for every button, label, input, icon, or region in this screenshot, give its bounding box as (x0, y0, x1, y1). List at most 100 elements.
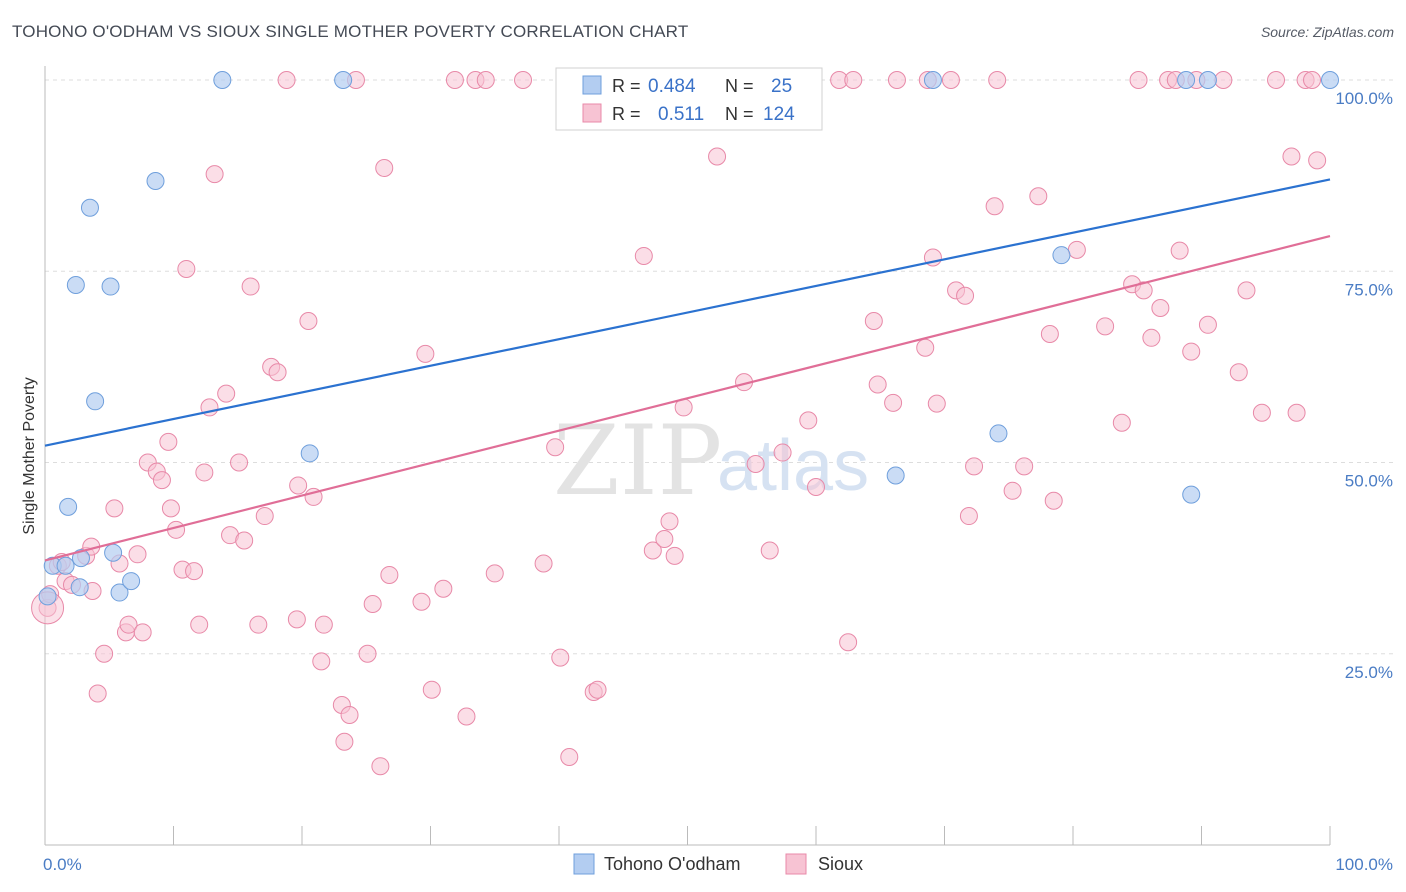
sioux-point (476, 71, 495, 89)
sioux-point (152, 471, 171, 490)
sioux-point (927, 394, 946, 413)
x-tick-label: 0.0% (43, 855, 82, 874)
sioux-point (941, 71, 960, 89)
sioux-point (195, 463, 214, 482)
sioux-point (660, 512, 679, 531)
tohono-point (56, 556, 75, 575)
trend-lines (44, 178, 1331, 562)
sioux-point (312, 652, 331, 671)
sioux-point (119, 615, 138, 634)
sioux-point (485, 564, 504, 583)
sioux-point (1129, 71, 1148, 89)
sioux-point (959, 507, 978, 526)
y-tick-labels: 25.0% 50.0% 75.0% 100.0% (1335, 89, 1393, 682)
sioux-point (255, 507, 274, 526)
sioux-point (1151, 298, 1170, 317)
sioux-point (358, 644, 377, 663)
y-tick-label: 100.0% (1335, 89, 1393, 108)
watermark: ZIP atlas (553, 405, 869, 517)
legend-swatch-blue (582, 75, 602, 95)
sioux-point (1182, 342, 1201, 361)
sioux-point (1267, 71, 1286, 89)
sioux-trend-line (44, 234, 1331, 562)
sioux-point (241, 277, 260, 296)
sioux-point (268, 363, 287, 382)
sioux-point (375, 158, 394, 177)
sioux-point (1308, 151, 1327, 170)
sioux-point (190, 615, 209, 634)
correlation-legend: R = 0.484 N = 25 R = 0.511 N = 124 (555, 67, 823, 131)
y-tick-label: 75.0% (1345, 280, 1393, 299)
sioux-point (434, 579, 453, 598)
tohono-point (101, 277, 120, 296)
sioux-point (371, 757, 390, 776)
sioux-point (1067, 240, 1086, 259)
legend-swatch-sioux (785, 853, 807, 875)
source-label: Source: ZipAtlas.com (1260, 24, 1394, 40)
tohono-point (300, 444, 319, 463)
sioux-point (95, 644, 114, 663)
sioux-point (884, 393, 903, 412)
sioux-point (363, 595, 382, 614)
sioux-point (422, 680, 441, 699)
sioux-point (844, 71, 863, 89)
sioux-point (864, 311, 883, 330)
sioux-point (205, 165, 224, 184)
sioux-point (887, 71, 906, 89)
sioux-point (1142, 328, 1161, 347)
tohono-point (146, 171, 165, 190)
sioux-point (588, 680, 607, 699)
sioux-point (185, 562, 204, 581)
sioux-point (277, 71, 296, 89)
legend-label-sioux: Sioux (818, 854, 863, 874)
sioux-point (773, 443, 792, 462)
sioux-point (1015, 457, 1034, 476)
sioux-point (760, 541, 779, 560)
y-tick-label: 25.0% (1345, 663, 1393, 682)
y-axis-title: Single Mother Poverty (21, 377, 38, 534)
legend-r-label: R = (612, 76, 641, 96)
tohono-point (104, 543, 123, 562)
sioux-point (457, 707, 476, 726)
sioux-point (1134, 281, 1153, 300)
sioux-point (161, 499, 180, 518)
tohono-point (1198, 71, 1217, 89)
legend-r-label: R = (612, 104, 641, 124)
sioux-point (1003, 481, 1022, 500)
series-legend: Tohono O'odham Sioux (573, 853, 863, 875)
tohono-point (110, 583, 129, 602)
sioux-point (230, 453, 249, 472)
sioux-point (514, 71, 533, 89)
x-tick-label: 100.0% (1335, 855, 1393, 874)
sioux-point (956, 286, 975, 305)
sioux-point (235, 531, 254, 550)
sioux-point (1198, 315, 1217, 334)
sioux-point (546, 438, 565, 457)
tohono-point (989, 424, 1008, 443)
sioux-point (287, 610, 306, 629)
sioux-point (314, 615, 333, 634)
sioux-point (412, 592, 431, 611)
legend-r-value: 0.484 (648, 76, 696, 97)
tohono-trend-line (44, 178, 1331, 447)
sioux-point (551, 648, 570, 667)
tohono-point (86, 392, 105, 411)
sioux-point (133, 623, 152, 642)
sioux-point (665, 546, 684, 565)
y-tick-label: 50.0% (1345, 472, 1393, 491)
sioux-point (534, 554, 553, 573)
sioux-point (965, 457, 984, 476)
tohono-point (213, 71, 232, 89)
tohono-point (38, 587, 57, 606)
sioux-point (1044, 491, 1063, 510)
sioux-point (985, 197, 1004, 216)
tohono-point (70, 578, 89, 597)
tohono-point (66, 276, 85, 295)
sioux-point (988, 71, 1007, 89)
tohono-point (886, 466, 905, 485)
sioux-point (1214, 71, 1233, 89)
sioux-point (1237, 281, 1256, 300)
x-tick-labels: 0.0% 100.0% (43, 855, 1393, 874)
sioux-point (1170, 241, 1189, 260)
